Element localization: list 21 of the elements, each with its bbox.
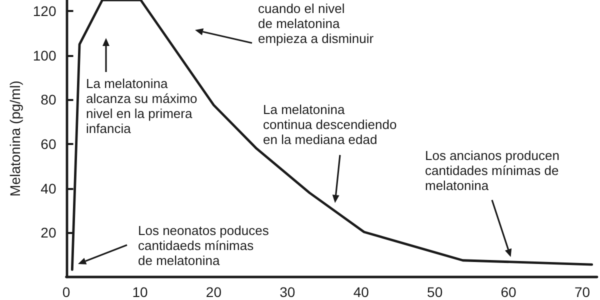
- annotation: La melatonina alcanza su máximo nivel en la primera infancia: [86, 76, 198, 136]
- y-tick-label: 100: [32, 47, 56, 64]
- annotation: La melatonina continua descendiendo en la mediana edad: [263, 102, 397, 147]
- line-series: [70, 0, 594, 271]
- annotation: Los neonatos poduces cantidaeds mínimas de melatonina: [138, 223, 270, 268]
- y-tick-label: 80: [40, 92, 56, 108]
- x-tick-label: 0: [62, 284, 70, 300]
- y-tick-label: 60: [40, 136, 56, 152]
- x-tick-label: 30: [280, 284, 296, 300]
- y-tick-label: 120: [32, 3, 56, 20]
- x-tick-label: 60: [500, 284, 517, 300]
- x-tick-label: 70: [574, 284, 590, 300]
- annotation: Los ancianos producen cantidades mínimas de melatonina: [425, 148, 560, 193]
- annotation: cuando el nivel de melatonina empieza a disminuir: [258, 1, 374, 46]
- y-axis-title: Melatonina (pg/ml): [7, 80, 23, 196]
- y-tick-label: 40: [40, 180, 56, 196]
- x-tick-label: 10: [132, 284, 148, 300]
- y-tick-label: 20: [40, 224, 56, 241]
- x-tick-label: 50: [427, 284, 443, 300]
- x-tick-label: 20: [206, 284, 222, 300]
- x-tick-label: 40: [353, 284, 370, 300]
